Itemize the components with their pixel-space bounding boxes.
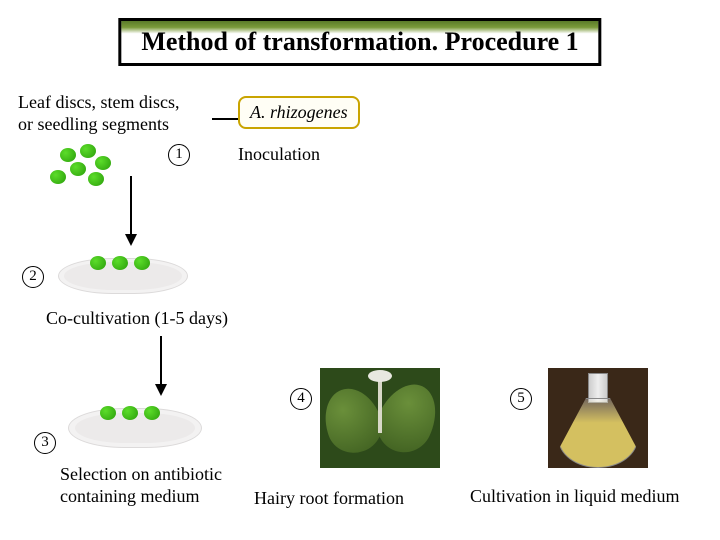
hairy-root-label: Hairy root formation [254, 488, 404, 510]
arrow-2-head [155, 384, 167, 396]
leaf-disc-icon [95, 156, 111, 170]
plant-photo [320, 368, 440, 468]
leaf-disc-icon [90, 256, 106, 270]
flask-icon [548, 368, 648, 468]
page-title: Method of transformation. Procedure 1 [118, 18, 601, 66]
cocultivation-label: Co-cultivation (1-5 days) [46, 308, 228, 330]
arrow-2 [160, 336, 162, 386]
arrow-1-head [125, 234, 137, 246]
step-5-circle: 5 [510, 388, 532, 410]
connector-line [212, 118, 238, 120]
leaf-disc-icon [112, 256, 128, 270]
leaf-disc-icon [70, 162, 86, 176]
step-1-circle: 1 [168, 144, 190, 166]
step-2-circle: 2 [22, 266, 44, 288]
leaf-disc-icon [100, 406, 116, 420]
leaf-disc-icon [60, 148, 76, 162]
selection-label: Selection on antibiotic containing mediu… [60, 464, 222, 507]
step-3-circle: 3 [34, 432, 56, 454]
rhizogenes-label: A. rhizogenes [238, 96, 360, 129]
arrow-1 [130, 176, 132, 236]
leaf-disc-icon [80, 144, 96, 158]
leaf-disc-icon [88, 172, 104, 186]
leaf-discs-label: Leaf discs, stem discs, or seedling segm… [18, 92, 179, 135]
liquid-medium-label: Cultivation in liquid medium [470, 486, 680, 508]
step-4-circle: 4 [290, 388, 312, 410]
leaf-disc-icon [134, 256, 150, 270]
inoculation-label: Inoculation [238, 144, 320, 166]
leaf-disc-icon [122, 406, 138, 420]
leaf-disc-icon [144, 406, 160, 420]
leaf-disc-icon [50, 170, 66, 184]
